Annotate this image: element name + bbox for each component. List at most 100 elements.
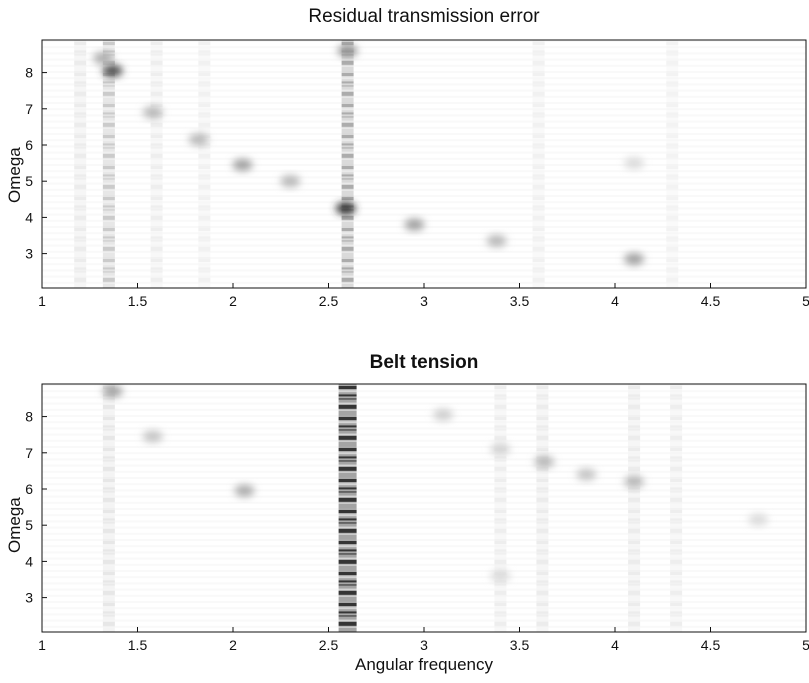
x-tick-label: 3.5 [510,293,530,309]
x-tick-label: 3 [420,293,428,309]
x-tick-label: 2.5 [319,293,339,309]
heatmap-stripe [42,551,806,553]
heatmap-plot: 1 1.5 2 2.5 3 3.5 4 4.5 5 3 4 5 6 7 8 [42,40,806,288]
heatmap-peak [624,157,644,169]
heatmap-stripe [42,71,806,73]
heatmap-field [42,384,806,632]
y-tick-label: 4 [25,209,33,225]
heatmap-stripe [42,564,806,566]
heatmap-svg: 1 1.5 2 2.5 3 3.5 4 4.5 5345678 [42,384,806,632]
heatmap-stripe [42,458,806,460]
heatmap-peak [490,443,510,455]
x-tick-label: 4 [611,293,619,309]
heatmap-stripe [42,83,806,85]
heatmap-stripe [42,613,806,615]
heatmap-stripe [42,471,806,473]
x-tick-label: 2 [229,293,237,309]
heatmap-peak [103,65,123,77]
chart-panel-residual: Residual transmission error Omega 1 1.5 2 2… [0,0,809,340]
x-tick-label: 3 [420,637,428,653]
heatmap-stripe [42,77,806,79]
heatmap-stripe [42,446,806,448]
heatmap-stripe [42,207,806,209]
x-axis-label: Angular frequency [42,655,806,675]
heatmap-stripe [42,527,806,529]
y-tick-label: 8 [25,409,33,425]
heatmap-stripe [42,276,806,278]
heatmap-peak [143,430,163,442]
y-tick-label: 4 [25,553,33,569]
chart-title: Belt tension [42,352,806,374]
heatmap-stripe [42,133,806,135]
heatmap-stripe [42,415,806,417]
heatmap-stripe [42,65,806,67]
y-tick-label: 7 [25,445,33,461]
heatmap-peak [576,469,596,481]
heatmap-stripe [42,238,806,240]
heatmap-stripe [42,263,806,265]
heatmap-stripe [42,220,806,222]
heatmap-peak [490,570,510,582]
heatmap-stripe [42,127,806,129]
heatmap-peak [280,175,300,187]
heatmap-stripe [42,214,806,216]
heatmap-plot: 1 1.5 2 2.5 3 3.5 4 4.5 5 3 4 5 6 7 8 [42,384,806,632]
heatmap-stripe [42,189,806,191]
heatmap-stripe [42,52,806,54]
heatmap-stripe [42,601,806,603]
heatmap-stripe [42,620,806,622]
heatmap-stripe [42,502,806,504]
heatmap-peak [624,476,644,488]
x-tick-label: 1 [38,293,46,309]
heatmap-peak [234,485,254,497]
heatmap-peak [93,52,113,64]
heatmap-stripe [42,102,806,104]
x-tick-label: 5 [802,293,809,309]
heatmap-stripe [42,520,806,522]
heatmap-stripe [42,403,806,405]
x-tick-label: 1 [38,637,46,653]
heatmap-stripe [42,257,806,259]
heatmap-stripe [42,489,806,491]
heatmap-peak [103,385,123,397]
heatmap-stripe [42,421,806,423]
heatmap-stripe [42,269,806,271]
heatmap-stripe [42,245,806,247]
heatmap-stripe [42,589,806,591]
heatmap-stripe [42,90,806,92]
heatmap-peak [338,45,358,57]
heatmap-stripe [42,251,806,253]
heatmap-stripe [42,465,806,467]
heatmap-stripe [42,170,806,172]
chart-title: Residual transmission error [42,6,806,28]
heatmap-peak [404,219,424,231]
heatmap-stripe [42,558,806,560]
heatmap-stripe [42,539,806,541]
heatmap-stripe [42,158,806,160]
x-tick-label: 4 [611,637,619,653]
heatmap-peak [748,514,768,526]
y-tick-label: 5 [25,173,33,189]
heatmap-stripe [42,576,806,578]
heatmap-stripe [42,533,806,535]
y-axis-label: Omega [5,140,27,210]
heatmap-stripe [42,409,806,411]
heatmap-peak [336,202,356,214]
heatmap-stripe [42,152,806,154]
x-tick-label: 5 [802,637,809,653]
heatmap-stripe [42,164,806,166]
heatmap-stripe [42,46,806,48]
heatmap-stripe [42,545,806,547]
heatmap-stripe [42,96,806,98]
heatmap-stripe [42,496,806,498]
heatmap-stripe [42,508,806,510]
heatmap-stripe [42,514,806,516]
heatmap-stripe [42,595,806,597]
x-tick-label: 1.5 [128,293,148,309]
x-tick-label: 2 [229,637,237,653]
heatmap-stripe [42,176,806,178]
heatmap-stripe [42,396,806,398]
heatmap-stripe [42,483,806,485]
x-tick-label: 1.5 [128,637,148,653]
y-tick-label: 6 [25,137,33,153]
